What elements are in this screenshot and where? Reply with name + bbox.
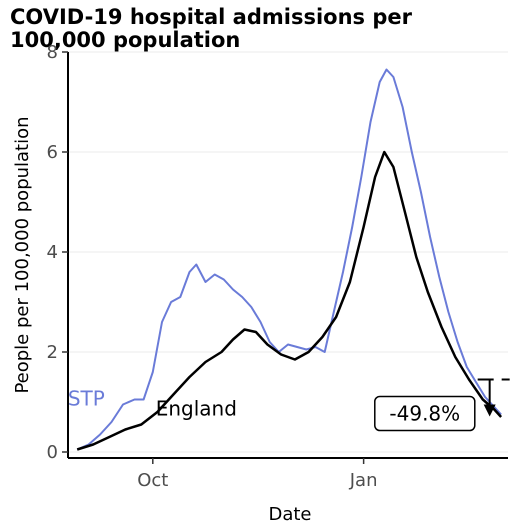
series-layer	[76, 68, 503, 451]
y-axis-title: People per 100,000 population	[12, 116, 33, 393]
series-line-stp	[76, 68, 502, 451]
y-tick-label: 2	[47, 342, 58, 363]
annotation-arrow-head	[483, 404, 496, 417]
y-tick-label: 0	[47, 442, 58, 463]
x-axis-title: Date	[268, 504, 311, 525]
series-label-england: England	[156, 397, 237, 421]
y-tick-label: 6	[47, 142, 58, 163]
gridlines	[68, 51, 508, 453]
annotation-label: -49.8%	[389, 402, 460, 426]
axes	[67, 52, 508, 459]
series-line-england	[76, 150, 503, 451]
series-labels: STP England	[68, 387, 237, 421]
y-tick-label: 4	[47, 242, 58, 263]
x-tick-label: Jan	[349, 470, 378, 491]
ticks: 0 2 4 6 8 Oct Jan	[47, 42, 378, 491]
series-label-stp: STP	[68, 387, 105, 411]
annotation-layer: -49.8%	[374, 378, 510, 432]
y-tick-label: 8	[47, 42, 58, 63]
annotation-label-box	[374, 395, 476, 432]
x-tick-label: Oct	[137, 470, 168, 491]
chart-title: COVID-19 hospital admissions per 100,000…	[10, 5, 412, 52]
